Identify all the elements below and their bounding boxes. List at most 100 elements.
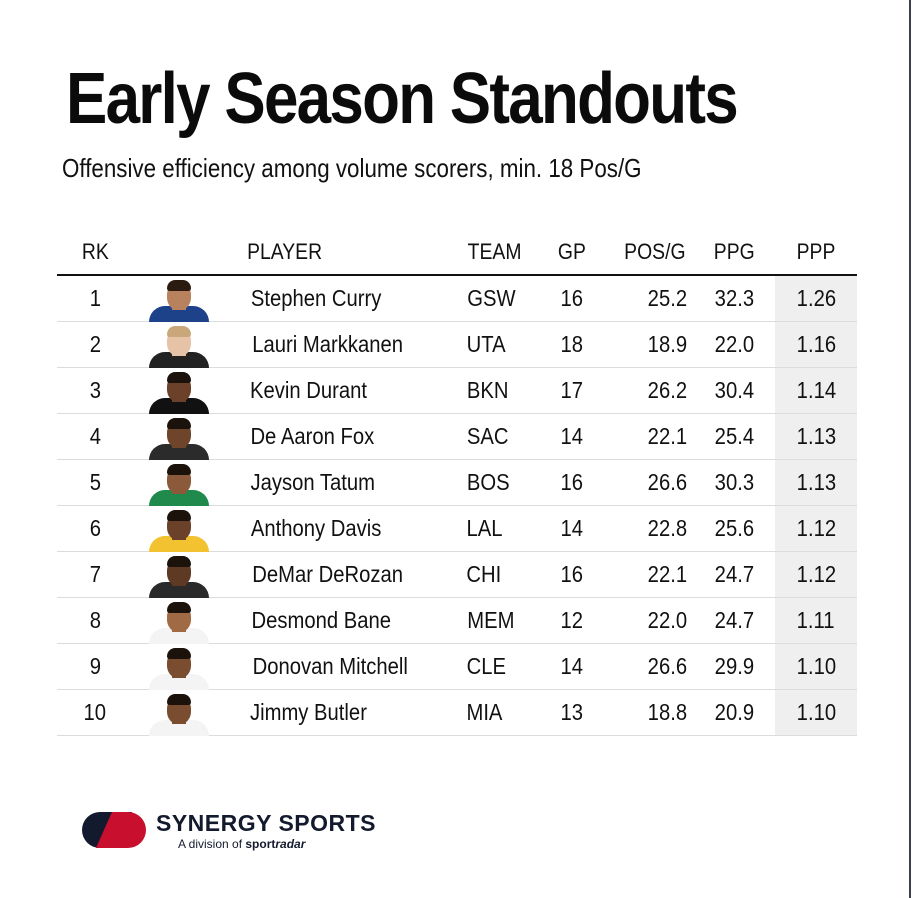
header-ppp: PPP xyxy=(796,239,836,264)
player-avatar-icon xyxy=(143,322,215,368)
player-avatar-icon xyxy=(143,368,215,414)
rank-cell: 1 xyxy=(89,285,101,311)
table-row: 6 Anthony Davis LAL 14 22.8 25.6 1.12 xyxy=(57,506,857,552)
gp-cell: 13 xyxy=(560,699,584,725)
pos-g-cell: 26.6 xyxy=(647,469,688,495)
ppg-cell: 24.7 xyxy=(714,561,755,587)
gp-cell: 12 xyxy=(560,607,584,633)
pos-g-cell: 22.1 xyxy=(647,561,688,587)
pos-g-cell: 26.6 xyxy=(647,653,688,679)
player-name-cell: Donovan Mitchell xyxy=(252,653,408,679)
table-row: 5 Jayson Tatum BOS 16 26.6 30.3 1.13 xyxy=(57,460,857,506)
pos-g-cell: 22.8 xyxy=(647,515,688,541)
logo-wordmark: SYNERGY SPORTS xyxy=(156,810,377,836)
team-cell: GSW xyxy=(467,285,516,311)
player-avatar-icon xyxy=(143,460,215,506)
pos-g-cell: 26.2 xyxy=(647,377,688,403)
player-name-cell: Lauri Markkanen xyxy=(252,331,404,357)
rank-cell: 10 xyxy=(83,699,107,725)
rank-cell: 2 xyxy=(89,331,101,357)
pos-g-cell: 18.8 xyxy=(647,699,688,725)
player-name-cell: De Aaron Fox xyxy=(250,423,375,449)
team-cell: BKN xyxy=(466,377,509,403)
player-name-cell: DeMar DeRozan xyxy=(252,561,404,587)
player-avatar-icon xyxy=(143,276,215,322)
player-name-cell: Anthony Davis xyxy=(250,515,382,541)
player-headshot xyxy=(135,414,223,460)
ppp-cell: 1.26 xyxy=(775,276,857,321)
team-cell: MIA xyxy=(466,699,503,725)
ppp-cell: 1.10 xyxy=(775,644,857,689)
gp-cell: 14 xyxy=(560,515,584,541)
gp-cell: 16 xyxy=(560,561,584,587)
player-avatar-icon xyxy=(143,552,215,598)
player-avatar-icon xyxy=(143,598,215,644)
player-avatar-icon xyxy=(143,506,215,552)
table-row: 7 DeMar DeRozan CHI 16 22.1 24.7 1.12 xyxy=(57,552,857,598)
pos-g-cell: 22.0 xyxy=(647,607,688,633)
page-subtitle: Offensive efficiency among volume scorer… xyxy=(62,153,642,183)
table-header: RK PLAYER TEAM GP POS/G PPG PPP xyxy=(57,230,857,276)
table-row: 1 Stephen Curry GSW 16 25.2 32.3 1.26 xyxy=(57,276,857,322)
table-body: 1 Stephen Curry GSW 16 25.2 32.3 1.26 2 Lauri Ma… xyxy=(57,276,857,736)
header-rank: RK xyxy=(81,239,109,264)
ppp-cell: 1.12 xyxy=(775,506,857,551)
player-avatar-icon xyxy=(143,644,215,690)
team-cell: CHI xyxy=(466,561,502,587)
rank-cell: 4 xyxy=(89,423,101,449)
player-headshot xyxy=(135,460,223,506)
ppg-cell: 22.0 xyxy=(714,331,755,357)
gp-cell: 14 xyxy=(560,653,584,679)
gp-cell: 16 xyxy=(560,285,584,311)
player-name-cell: Kevin Durant xyxy=(249,377,367,403)
header-team: TEAM xyxy=(467,239,522,264)
ppp-cell: 1.10 xyxy=(775,690,857,735)
rank-cell: 6 xyxy=(89,515,101,541)
player-name-cell: Stephen Curry xyxy=(250,285,382,311)
team-cell: BOS xyxy=(466,469,510,495)
standings-table: RK PLAYER TEAM GP POS/G PPG PPP 1 Stephen… xyxy=(57,230,857,736)
table-row: 4 De Aaron Fox SAC 14 22.1 25.4 1.13 xyxy=(57,414,857,460)
team-cell: SAC xyxy=(466,423,509,449)
right-edge-rule xyxy=(909,0,911,898)
team-cell: UTA xyxy=(466,331,506,357)
player-headshot xyxy=(135,506,223,552)
rank-cell: 7 xyxy=(89,561,101,587)
ppg-cell: 32.3 xyxy=(714,285,755,311)
player-headshot xyxy=(135,598,223,644)
synergy-sports-logo: SYNERGY SPORTS A division of sportradar xyxy=(80,808,400,854)
team-cell: LAL xyxy=(466,515,503,541)
player-avatar-icon xyxy=(143,690,215,736)
pos-g-cell: 22.1 xyxy=(647,423,688,449)
player-headshot xyxy=(135,644,223,690)
player-name-cell: Desmond Bane xyxy=(251,607,392,633)
player-name-cell: Jimmy Butler xyxy=(249,699,367,725)
player-headshot xyxy=(135,368,223,414)
table-row: 3 Kevin Durant BKN 17 26.2 30.4 1.14 xyxy=(57,368,857,414)
ppp-cell: 1.16 xyxy=(775,322,857,367)
page-title: Early Season Standouts xyxy=(66,59,739,139)
ppg-cell: 30.4 xyxy=(714,377,755,403)
player-headshot xyxy=(135,322,223,368)
rank-cell: 8 xyxy=(89,607,101,633)
ppg-cell: 29.9 xyxy=(714,653,755,679)
ppp-cell: 1.14 xyxy=(775,368,857,413)
team-cell: CLE xyxy=(466,653,507,679)
synergy-logo-mark-icon xyxy=(82,812,146,848)
gp-cell: 17 xyxy=(560,377,584,403)
ppg-cell: 25.4 xyxy=(714,423,755,449)
header-gp: GP xyxy=(558,239,586,264)
pos-g-cell: 25.2 xyxy=(647,285,688,311)
player-headshot xyxy=(135,690,223,736)
rank-cell: 5 xyxy=(89,469,101,495)
header-player: PLAYER xyxy=(247,239,323,264)
player-name-cell: Jayson Tatum xyxy=(250,469,375,495)
gp-cell: 16 xyxy=(560,469,584,495)
header-pos-g: POS/G xyxy=(624,239,686,264)
rank-cell: 9 xyxy=(89,653,101,679)
player-headshot xyxy=(135,552,223,598)
pos-g-cell: 18.9 xyxy=(647,331,688,357)
ppp-cell: 1.13 xyxy=(775,414,857,459)
table-row: 8 Desmond Bane MEM 12 22.0 24.7 1.11 xyxy=(57,598,857,644)
ppg-cell: 24.7 xyxy=(714,607,755,633)
